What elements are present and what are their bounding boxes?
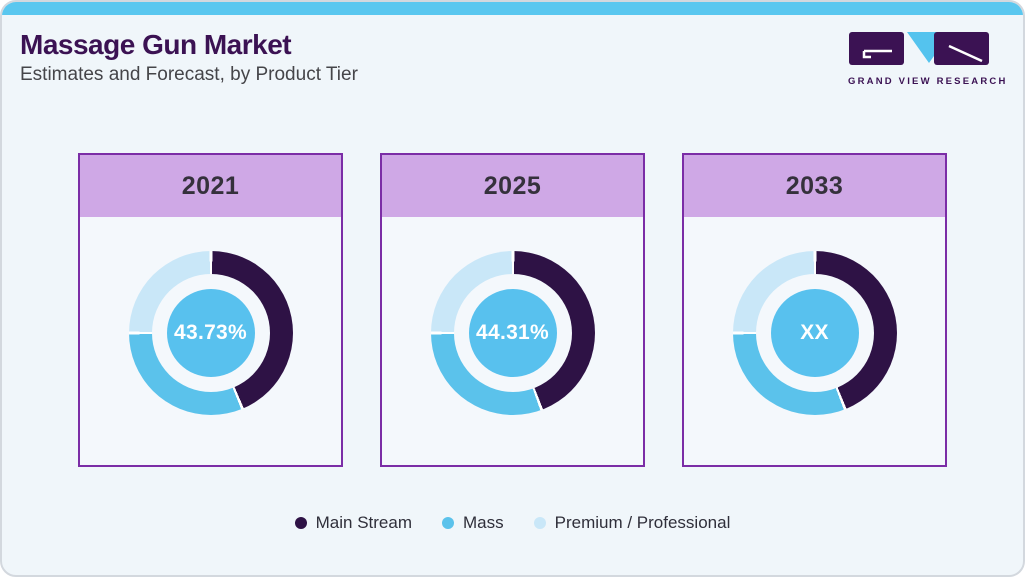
card-2033: 2033 XX	[682, 153, 947, 467]
legend-label-premium-professional: Premium / Professional	[554, 513, 731, 532]
header: Massage Gun Market Estimates and Forecas…	[20, 29, 358, 86]
donut-center-value-2025: 44.31%	[475, 321, 550, 344]
donut-chart-2033: XX	[732, 251, 897, 415]
donut-chart-2021: 43.73%	[128, 251, 293, 415]
logo-text: GRAND VIEW RESEARCH	[848, 76, 1008, 87]
card-2025-year-label: 2025	[483, 171, 542, 200]
legend-label-main-stream: Main Stream	[315, 513, 412, 532]
card-2033-header: 2033	[684, 155, 945, 217]
card-2021: 2021 43.73%	[78, 153, 343, 467]
legend-dot-main-stream-icon	[294, 517, 307, 529]
legend-item-premium-professional: Premium / Professional	[533, 513, 731, 533]
grand-view-research-logo: GRAND VIEW RESEARCH	[848, 30, 1008, 87]
card-2033-year-label: 2033	[785, 171, 844, 200]
donut-chart-2025: 44.31%	[430, 251, 595, 415]
card-2025-header: 2025	[382, 155, 643, 217]
donut-center-2025: 44.31%	[468, 289, 557, 377]
donut-center-2033: XX	[770, 289, 859, 377]
donut-center-value-2033: XX	[800, 321, 829, 344]
legend-label-mass: Mass	[463, 513, 504, 532]
page-subtitle: Estimates and Forecast, by Product Tier	[20, 64, 358, 85]
card-2021-year-label: 2021	[181, 171, 240, 200]
top-accent-bar	[2, 2, 1023, 15]
donut-center-value-2021: 43.73%	[173, 321, 248, 344]
legend-dot-premium-professional-icon	[533, 517, 546, 529]
legend-item-mass: Mass	[442, 513, 504, 533]
donut-center-2021: 43.73%	[166, 289, 255, 377]
legend: Main Stream Mass Premium / Professional	[2, 513, 1023, 533]
legend-dot-mass-icon	[442, 517, 454, 529]
card-2021-header: 2021	[80, 155, 341, 217]
card-2025: 2025 44.31%	[380, 153, 645, 467]
page-title: Massage Gun Market	[20, 29, 292, 60]
year-cards-row: 2021 43.73% 2025 44.31%	[2, 153, 1023, 467]
legend-item-main-stream: Main Stream	[294, 513, 412, 533]
gvr-logo-icon	[849, 32, 989, 65]
